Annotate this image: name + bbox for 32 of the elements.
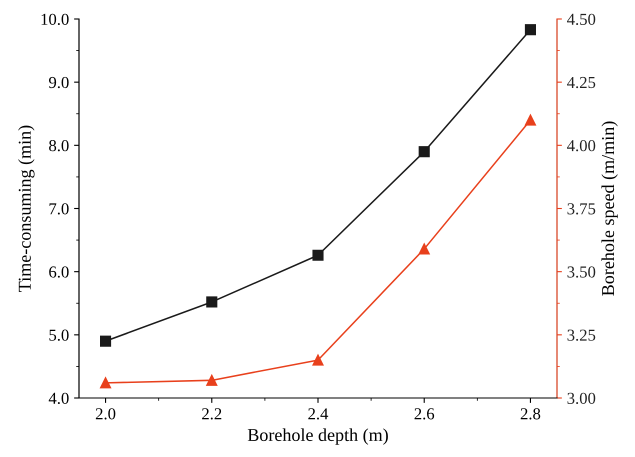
y-tick-label: 8.0	[49, 140, 69, 152]
y-tick-label: 5.0	[49, 330, 69, 341]
y2-tick-label: 3.50	[568, 266, 596, 278]
point	[100, 377, 112, 388]
point	[100, 336, 112, 347]
y-tick-label: 7.0	[50, 203, 69, 215]
y2-tick-label: 4.50	[567, 14, 596, 26]
point	[524, 114, 536, 126]
x-axis-title: Borehole depth (m)	[248, 428, 388, 445]
x-tick-label: 2.6	[414, 408, 434, 420]
x-tick-label: 2.4	[308, 408, 328, 420]
point	[312, 250, 324, 261]
x-tick-label: 2.2	[202, 408, 222, 420]
point	[418, 243, 430, 254]
y2-tick-label: 3.75	[568, 203, 596, 215]
y2-tick-label: 4.00	[567, 140, 596, 152]
y-tick-label: 4.0	[48, 392, 69, 404]
point	[524, 24, 536, 36]
y-tick-label: 6.0	[49, 266, 69, 278]
point	[206, 374, 218, 386]
y-tick-label: 10.0	[42, 14, 69, 26]
y2-axis-title: Borehole speed (m/min)	[601, 122, 618, 296]
x-tick-label: 2.8	[520, 408, 540, 420]
y2-tick-label: 3.25	[568, 330, 596, 341]
point	[312, 354, 324, 366]
x-tick-label: 2.0	[96, 408, 116, 420]
y-axis-title: Time-consuming (min)	[18, 126, 35, 292]
point	[418, 146, 430, 158]
y-tick-label: 9.0	[48, 76, 69, 88]
point	[206, 296, 218, 308]
y2-tick-label: 3.00	[568, 392, 596, 404]
y2-tick-label: 4.25	[567, 76, 596, 88]
